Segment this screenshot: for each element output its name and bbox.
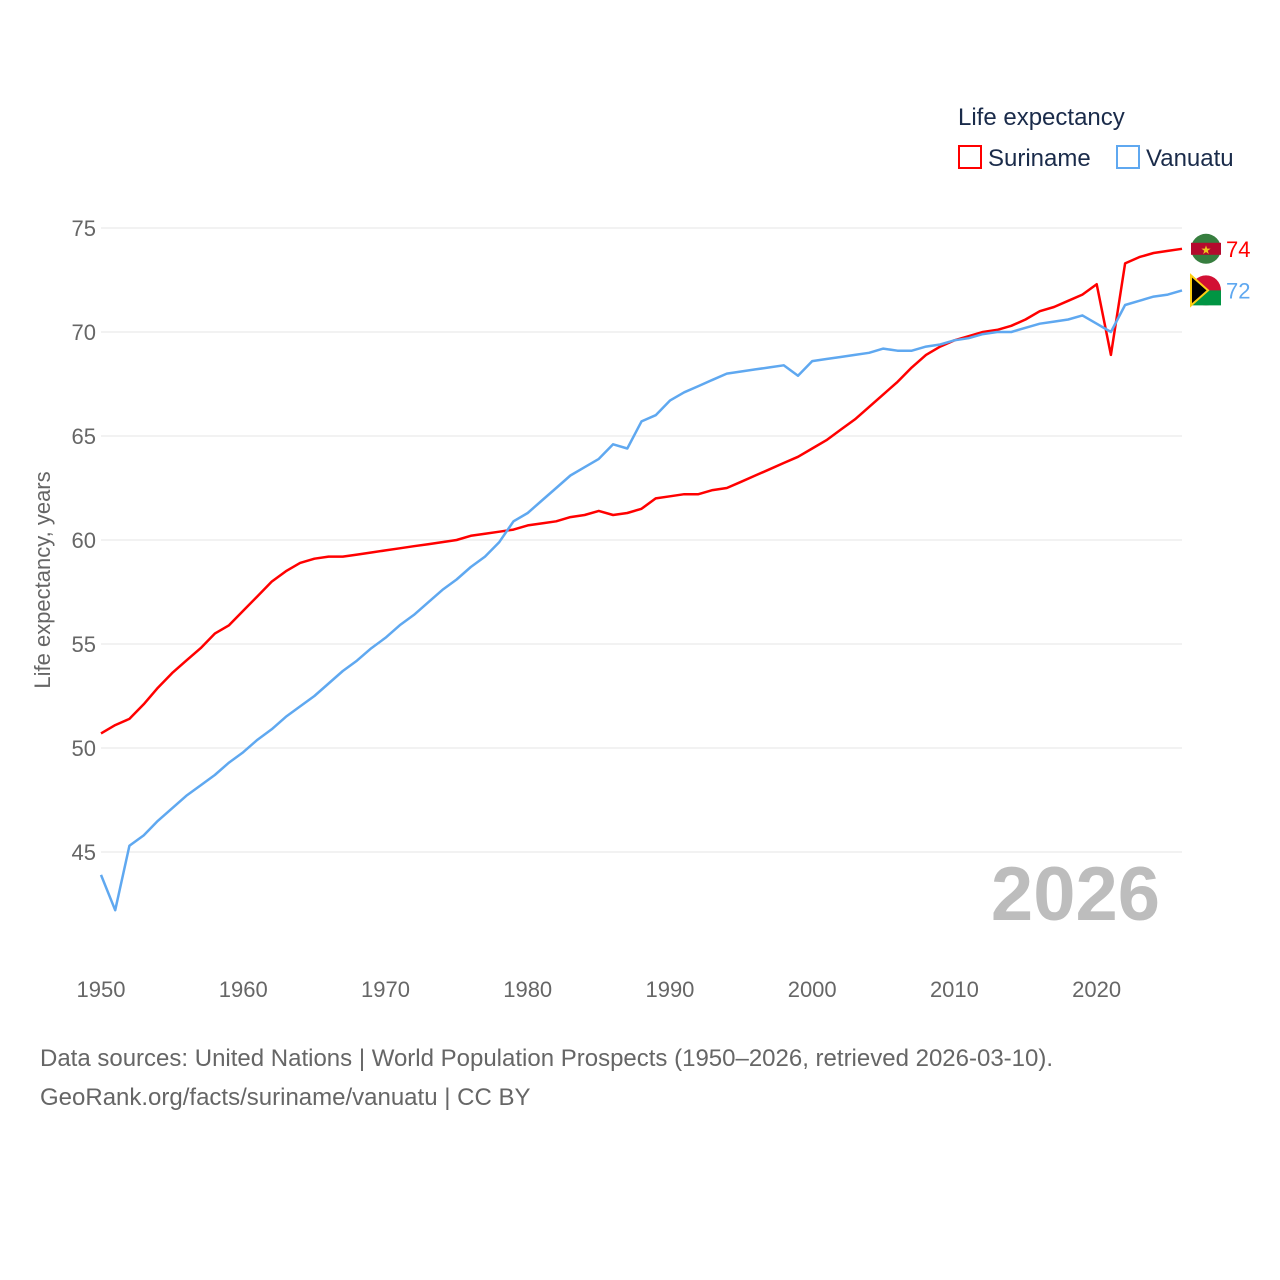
data-sources: Data sources: United Nations | World Pop… — [40, 1045, 1054, 1072]
flag-star: ★ — [1201, 243, 1212, 257]
x-tick-label: 1970 — [361, 977, 410, 1002]
y-tick-label: 45 — [72, 840, 96, 865]
legend-title: Life expectancy — [958, 104, 1125, 131]
flag-triangle — [1190, 273, 1210, 308]
flag-vanuatu-icon — [1190, 273, 1221, 308]
x-tick-label: 2000 — [788, 977, 837, 1002]
y-axis-ticks: 45 50 55 60 65 70 75 — [72, 216, 96, 865]
year-watermark: 2026 — [991, 852, 1160, 937]
series-end-labels: ★ 74 72 — [1190, 233, 1250, 308]
series-lines — [99, 247, 1183, 912]
y-tick-label: 70 — [72, 320, 96, 345]
x-tick-label: 1950 — [77, 977, 126, 1002]
series-line-vanuatu — [99, 289, 1183, 912]
x-tick-label: 2020 — [1072, 977, 1121, 1002]
y-tick-label: 65 — [72, 424, 96, 449]
x-axis-ticks: 1950 1960 1970 1980 1990 2000 2010 2020 — [77, 977, 1122, 1002]
legend: Suriname Vanuatu — [958, 145, 1234, 172]
y-tick-label: 75 — [72, 216, 96, 241]
legend-swatch-vanuatu — [1116, 145, 1140, 169]
legend-label-suriname: Suriname — [988, 145, 1091, 172]
legend-swatch-suriname — [958, 145, 982, 169]
attribution-link[interactable]: GeoRank.org/facts/suriname/vanuatu | CC … — [40, 1084, 531, 1111]
y-axis-label: Life expectancy, years — [30, 471, 55, 688]
x-tick-label: 2010 — [930, 977, 979, 1002]
end-label-vanuatu: 72 — [1226, 278, 1250, 303]
grid — [101, 227, 1182, 853]
flag-suriname-icon: ★ — [1191, 233, 1221, 264]
flag-band — [1191, 242, 1221, 255]
x-tick-label: 1960 — [219, 977, 268, 1002]
series-line-suriname — [100, 247, 1183, 735]
x-tick-label: 1990 — [645, 977, 694, 1002]
y-tick-label: 60 — [72, 528, 96, 553]
y-tick-label: 55 — [72, 632, 96, 657]
end-label-suriname: 74 — [1226, 237, 1250, 262]
x-tick-label: 1980 — [503, 977, 552, 1002]
y-tick-label: 50 — [72, 736, 96, 761]
legend-label-vanuatu: Vanuatu — [1146, 145, 1234, 172]
